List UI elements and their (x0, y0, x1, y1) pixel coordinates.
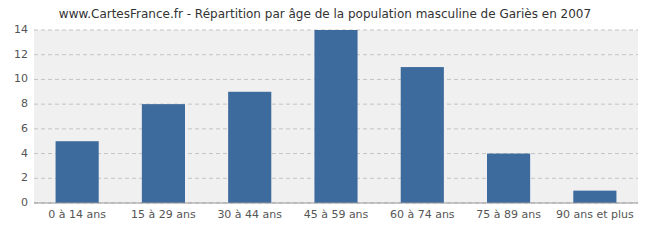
y-tick-label: 10 (14, 72, 28, 85)
x-axis-line (34, 203, 638, 204)
page: {"chart_data": {"type": "bar", "title": … (0, 0, 650, 229)
bar (56, 141, 99, 203)
y-tick-label: 0 (21, 196, 28, 209)
bar (314, 30, 357, 203)
y-tick-label: 4 (21, 147, 28, 160)
y-tick-label: 8 (21, 97, 28, 110)
bar (401, 67, 444, 203)
bar (487, 154, 530, 203)
x-tick-label: 0 à 14 ans (48, 208, 106, 221)
x-tick-label: 60 à 74 ans (390, 208, 455, 221)
x-tick-label: 30 à 44 ans (217, 208, 282, 221)
x-tick-label: 15 à 29 ans (131, 208, 196, 221)
plot-background (34, 30, 638, 203)
chart-container: 0 2 4 6 8 10 12 14 0 à 14 ans 15 à 29 ans 30 à 44 … (0, 0, 650, 229)
x-tick-label: 75 à 89 ans (476, 208, 541, 221)
y-tick-label: 12 (14, 48, 28, 61)
bar (573, 191, 616, 203)
bar (142, 104, 185, 203)
y-tick-label: 2 (21, 171, 28, 184)
grid (34, 30, 638, 203)
x-tick-label: 90 ans et plus (556, 208, 634, 221)
y-tick-label: 6 (21, 122, 28, 135)
bar (228, 92, 271, 203)
chart-svg: 0 2 4 6 8 10 12 14 0 à 14 ans 15 à 29 ans 30 à 44 … (0, 0, 650, 229)
chart-title: www.CartesFrance.fr - Répartition par âg… (59, 7, 591, 21)
grid-line (34, 203, 638, 204)
bars (56, 30, 617, 203)
y-tick-label: 14 (14, 23, 28, 36)
x-tick-label: 45 à 59 ans (304, 208, 369, 221)
